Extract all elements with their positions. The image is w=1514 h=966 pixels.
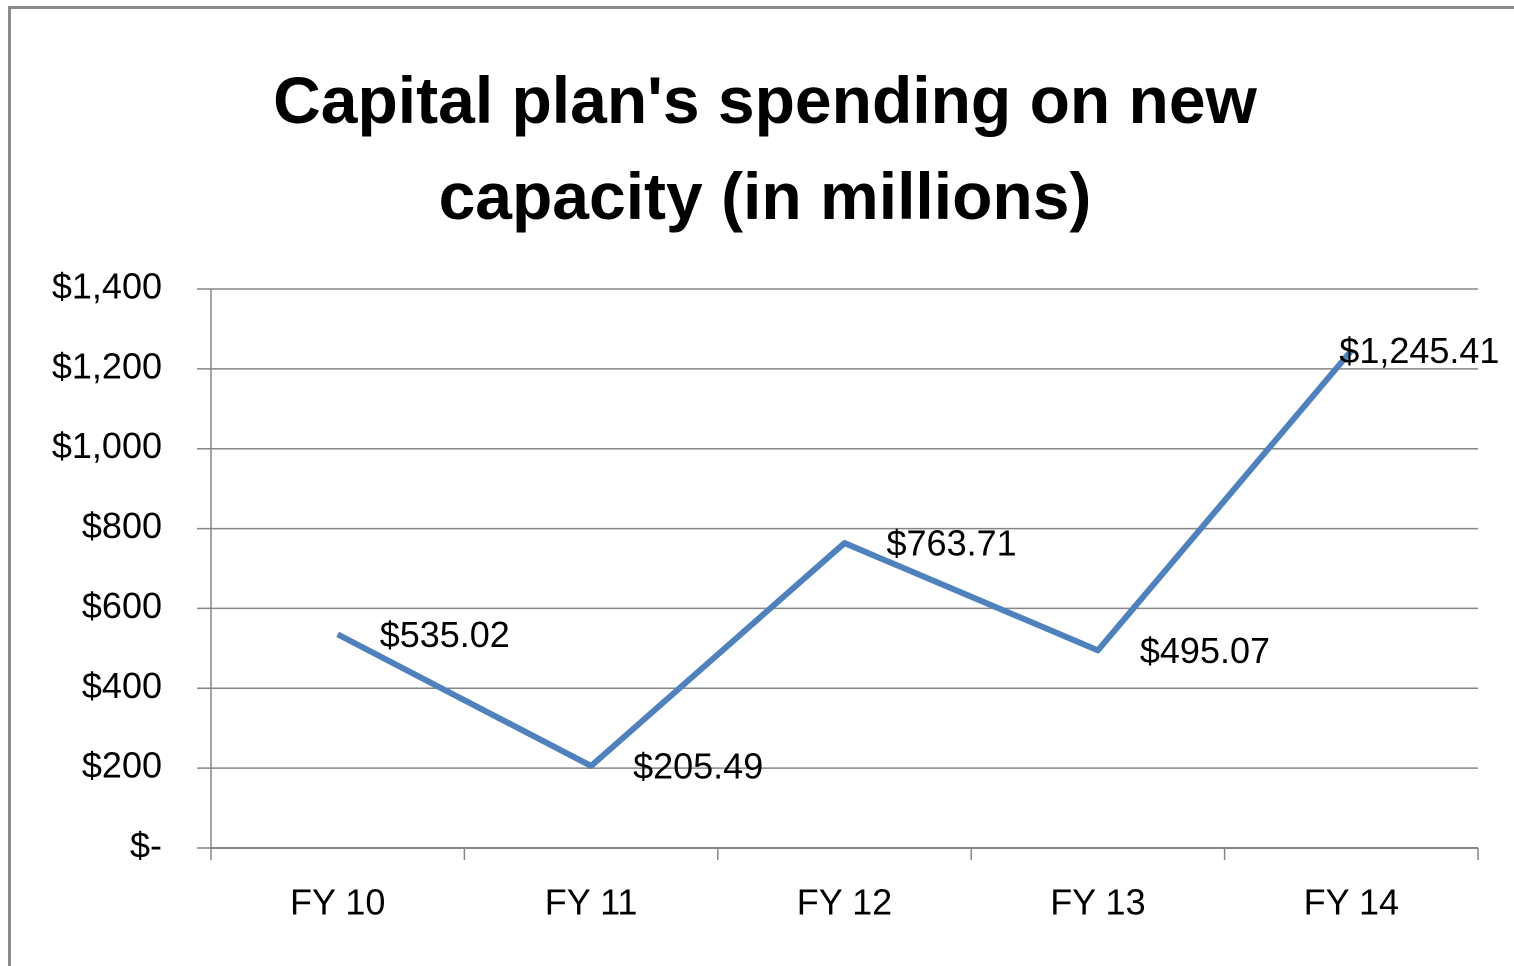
chart-frame [8, 6, 1514, 966]
y-tick-label: $600 [82, 585, 162, 626]
data-label: $495.07 [1140, 630, 1270, 671]
y-tick-label: $1,400 [52, 266, 162, 307]
data-label: $763.71 [887, 523, 1017, 564]
data-label: $535.02 [380, 614, 510, 655]
y-tick-label: $800 [82, 505, 162, 546]
y-tick-label: $400 [82, 665, 162, 706]
data-label: $1,245.41 [1339, 330, 1499, 371]
data-line [336, 348, 1354, 769]
y-tick-label: $1,000 [52, 425, 162, 466]
data-label: $205.49 [633, 745, 763, 786]
x-tick-label: FY 11 [545, 882, 638, 923]
y-tick-label: $200 [82, 745, 162, 786]
y-tick-label: $- [130, 825, 162, 866]
chart-title: Capital plan's spending on new capacity … [273, 63, 1257, 233]
x-tick-label: FY 10 [290, 882, 385, 923]
x-tick-label: FY 13 [1050, 882, 1145, 923]
x-tick-label: FY 12 [797, 882, 892, 923]
y-tick-label: $1,200 [52, 345, 162, 386]
x-tick-label: FY 14 [1304, 882, 1399, 923]
